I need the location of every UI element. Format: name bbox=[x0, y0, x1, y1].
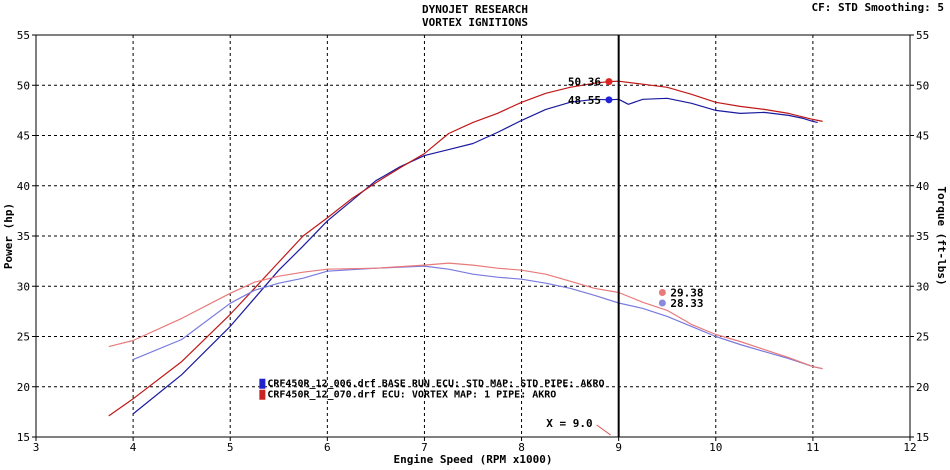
series-line-torque-3 bbox=[108, 262, 823, 370]
legend-label-1: CRF450R_12_070.drf ECU: VORTEX MAP: 1 PI… bbox=[267, 390, 556, 401]
y-tick-label-right: 50 bbox=[916, 79, 929, 92]
legend-swatch-0 bbox=[259, 378, 266, 389]
legend: CRF450R_12_006.drf BASE RUN ECU: STD MAP… bbox=[259, 378, 605, 401]
x-tick-label: 12 bbox=[903, 441, 916, 454]
y-tick-label-left: 15 bbox=[17, 431, 30, 444]
value-marker-3 bbox=[658, 299, 666, 307]
y-axis-title-right: Torque (ft-lbs) bbox=[935, 186, 948, 285]
value-marker-2 bbox=[658, 288, 666, 296]
cursor-pointer bbox=[596, 424, 611, 436]
value-marker-0 bbox=[605, 78, 613, 86]
x-tick-label: 4 bbox=[130, 441, 137, 454]
chart-subtitle: VORTEX IGNITIONS bbox=[422, 16, 528, 29]
y-tick-label-right: 15 bbox=[916, 431, 929, 444]
series-line-torque-2 bbox=[132, 265, 823, 370]
x-tick-label: 7 bbox=[421, 441, 428, 454]
y-tick-label-right: 30 bbox=[916, 280, 929, 293]
legend-label-0: CRF450R_12_006.drf BASE RUN ECU: STD MAP… bbox=[267, 379, 604, 390]
x-tick-label: 11 bbox=[806, 441, 819, 454]
chart-title: DYNOJET RESEARCH bbox=[422, 3, 528, 16]
x-tick-label: 3 bbox=[33, 441, 40, 454]
x-tick-label: 8 bbox=[518, 441, 525, 454]
value-label-2: 29.38 bbox=[670, 286, 703, 299]
y-tick-label-left: 25 bbox=[17, 331, 30, 344]
grid-layer bbox=[36, 35, 910, 437]
y-tick-label-left: 35 bbox=[17, 230, 30, 243]
y-tick-label-left: 30 bbox=[17, 280, 30, 293]
x-tick-label: 6 bbox=[324, 441, 331, 454]
value-marker-1 bbox=[605, 96, 613, 104]
y-tick-label-left: 55 bbox=[17, 29, 30, 42]
series-line-power-1 bbox=[108, 80, 823, 417]
y-tick-label-right: 45 bbox=[916, 130, 929, 143]
x-tick-label: 9 bbox=[615, 441, 622, 454]
x-tick-label: 10 bbox=[709, 441, 722, 454]
cursor-label: X = 9.0 bbox=[546, 417, 592, 430]
y-tick-label-left: 40 bbox=[17, 180, 30, 193]
y-tick-label-left: 45 bbox=[17, 130, 30, 143]
y-tick-label-left: 20 bbox=[17, 381, 30, 394]
y-tick-label-right: 55 bbox=[916, 29, 929, 42]
series-layer bbox=[108, 80, 823, 417]
value-label-3: 28.33 bbox=[670, 297, 703, 310]
y-tick-label-right: 20 bbox=[916, 381, 929, 394]
x-axis-title: Engine Speed (RPM x1000) bbox=[394, 453, 553, 466]
legend-swatch-1 bbox=[259, 389, 266, 400]
y-axis-title-left: Power (hp) bbox=[2, 203, 15, 269]
series-line-power-0 bbox=[132, 97, 818, 415]
y-tick-label-right: 40 bbox=[916, 180, 929, 193]
y-tick-label-right: 25 bbox=[916, 331, 929, 344]
y-tick-label-right: 35 bbox=[916, 230, 929, 243]
value-label-0: 50.36 bbox=[568, 76, 601, 89]
value-label-1: 48.55 bbox=[568, 94, 601, 107]
x-tick-label: 5 bbox=[227, 441, 234, 454]
y-tick-label-left: 50 bbox=[17, 79, 30, 92]
settings-label: CF: STD Smoothing: 5 bbox=[812, 1, 944, 14]
